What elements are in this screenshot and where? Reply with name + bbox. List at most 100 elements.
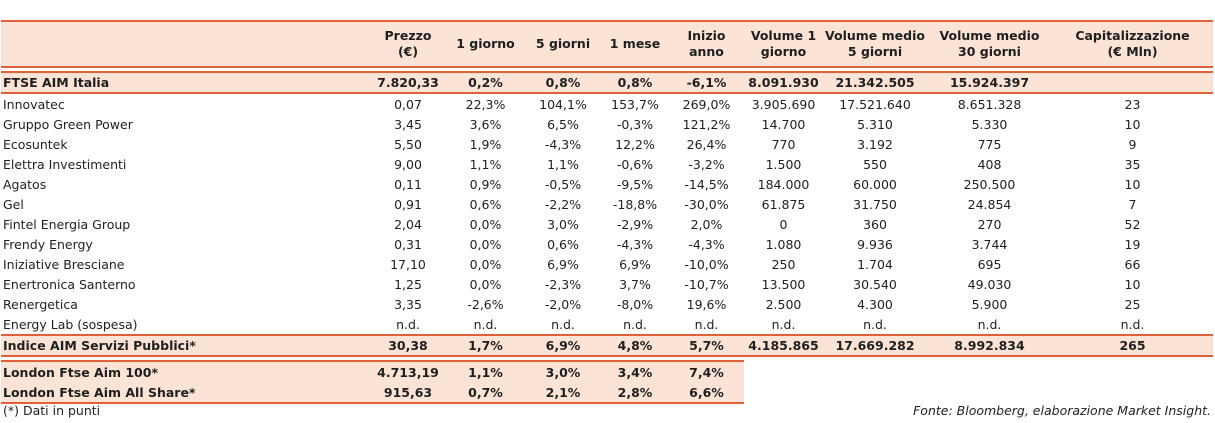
table-cell: 1,7% — [446, 334, 525, 357]
table-cell: 1,1% — [446, 360, 525, 382]
table-cell: 9,00 — [394, 156, 422, 172]
table-cell: 0,11 — [394, 176, 422, 192]
table-cell: 0,8% — [601, 71, 669, 94]
table-cell: n.d. — [863, 316, 887, 332]
table-cell: 1,9% — [469, 136, 502, 152]
table-cell: 1.080 — [765, 236, 802, 252]
table-cell: 61.875 — [761, 196, 806, 212]
column-header: 5 giorni — [525, 20, 601, 68]
table-cell: 0,0% — [469, 216, 502, 232]
table-cell: 4.300 — [857, 296, 893, 312]
row-label: Fintel Energia Group — [3, 216, 131, 232]
table-cell: 0,07 — [394, 96, 422, 112]
table-cell: 5,7% — [669, 334, 744, 357]
gap-cell — [1, 356, 1213, 361]
table-cell: 0,91 — [394, 196, 422, 212]
table-cell: 7,4% — [669, 360, 744, 382]
table-row: Elettra Investimenti 9,00 1,1% 1,1% -0,6% -3,… — [1, 154, 1213, 174]
table-cell: 6,9% — [619, 256, 651, 272]
row-label: Enertronica Santerno — [3, 276, 136, 292]
table-cell: 8.992.834 — [927, 334, 1052, 357]
london-row: London Ftse Aim 100* 4.713,19 1,1% 3,0% 3,4%… — [1, 360, 1213, 382]
table-cell: 3,4% — [601, 360, 669, 382]
table-cell: -0,5% — [544, 176, 582, 192]
table-cell: 250.500 — [963, 176, 1016, 192]
table-cell: 1,1% — [547, 156, 579, 172]
footnote: (*) Dati in punti — [3, 403, 101, 418]
table-cell: -2,3% — [544, 276, 582, 292]
table-cell: 1.704 — [857, 256, 893, 272]
table-cell: -4,3% — [688, 236, 725, 252]
source-note: Fonte: Bloomberg, elaborazione Market In… — [913, 403, 1211, 418]
table-cell: 17.669.282 — [823, 334, 927, 357]
table-cell: -10,0% — [684, 256, 729, 272]
table-cell: 3,7% — [619, 276, 651, 292]
table-cell: -4,3% — [544, 136, 582, 152]
table-cell: 3,0% — [525, 360, 601, 382]
table-cell: 6,6% — [669, 382, 744, 404]
table-cell: 10 — [1124, 276, 1141, 292]
table-cell: 695 — [977, 256, 1002, 272]
table-cell: 2,8% — [601, 382, 669, 404]
table-cell: 49.030 — [967, 276, 1012, 292]
table-cell: 270 — [977, 216, 1002, 232]
column-header: Volume 1 giorno — [744, 20, 823, 68]
table-cell: 24.854 — [967, 196, 1012, 212]
table-cell: 30.540 — [853, 276, 897, 292]
row-label: FTSE AIM Italia — [1, 71, 370, 94]
table-cell: -0,3% — [616, 116, 654, 132]
empty-cell — [744, 382, 823, 403]
table-cell: n.d. — [551, 316, 575, 332]
table-cell: 2.500 — [765, 296, 802, 312]
table-cell: 3,35 — [394, 296, 422, 312]
table-cell: 2,1% — [525, 382, 601, 404]
table-row: Fintel Energia Group 2,04 0,0% 3,0% -2,9% 2,0… — [1, 214, 1213, 234]
table-cell: 4.185.865 — [744, 334, 823, 357]
table-cell: 8.651.328 — [957, 96, 1022, 112]
table-cell: 9.936 — [857, 236, 893, 252]
table-cell: -18,8% — [612, 196, 658, 212]
table-cell: -30,0% — [684, 196, 729, 212]
column-header: Prezzo (€) — [370, 20, 446, 68]
table-cell: 104,1% — [539, 96, 587, 112]
table-cell: 1.500 — [765, 156, 802, 172]
table-cell: 7.820,33 — [370, 71, 446, 94]
table-cell: 5,50 — [394, 136, 422, 152]
table-cell: 15.924.397 — [927, 71, 1052, 94]
table-cell: 5.900 — [971, 296, 1008, 312]
table-cell: 4,8% — [601, 334, 669, 357]
table-cell: 550 — [863, 156, 887, 172]
table-cell: 265 — [1052, 334, 1213, 357]
table-cell: 0,31 — [394, 236, 422, 252]
row-label: Elettra Investimenti — [3, 156, 127, 172]
row-label: Iniziative Bresciane — [3, 256, 125, 272]
table-row: Ecosuntek 5,50 1,9% -4,3% 12,2% 26,4% 770 3.192… — [1, 134, 1213, 154]
table-cell: -0,6% — [616, 156, 654, 172]
column-header: 1 giorno — [446, 20, 525, 68]
table-cell: 1,25 — [394, 276, 422, 292]
table-cell: n.d. — [771, 316, 796, 332]
table-cell: 408 — [977, 156, 1002, 172]
table-cell: 269,0% — [682, 96, 731, 112]
table-cell: 0,7% — [446, 382, 525, 404]
table-cell: 3.744 — [971, 236, 1008, 252]
table-cell: 3,45 — [394, 116, 422, 132]
table-cell — [1052, 71, 1213, 94]
table-cell: 12,2% — [615, 136, 655, 152]
empty-cell — [927, 382, 1052, 403]
table-cell: 0,6% — [469, 196, 502, 212]
table-cell: 25 — [1124, 296, 1141, 312]
table-cell: -2,2% — [544, 196, 582, 212]
column-header: Capitalizzazione (€ Mln) — [1052, 20, 1213, 68]
table-cell: 10 — [1124, 116, 1141, 132]
table-row: Frendy Energy 0,31 0,0% 0,6% -4,3% -4,3% 1.080… — [1, 234, 1213, 254]
table-cell: 360 — [863, 216, 887, 232]
row-label: Agatos — [3, 176, 47, 192]
table-cell: 2,0% — [690, 216, 723, 232]
column-header: Volume medio 5 giorni — [823, 20, 927, 68]
row-label: Ecosuntek — [3, 136, 68, 152]
table-cell: 19,6% — [686, 296, 727, 312]
table-cell: 22,3% — [465, 96, 506, 112]
table-cell: -9,5% — [616, 176, 654, 192]
table-cell: 5.310 — [857, 116, 893, 132]
